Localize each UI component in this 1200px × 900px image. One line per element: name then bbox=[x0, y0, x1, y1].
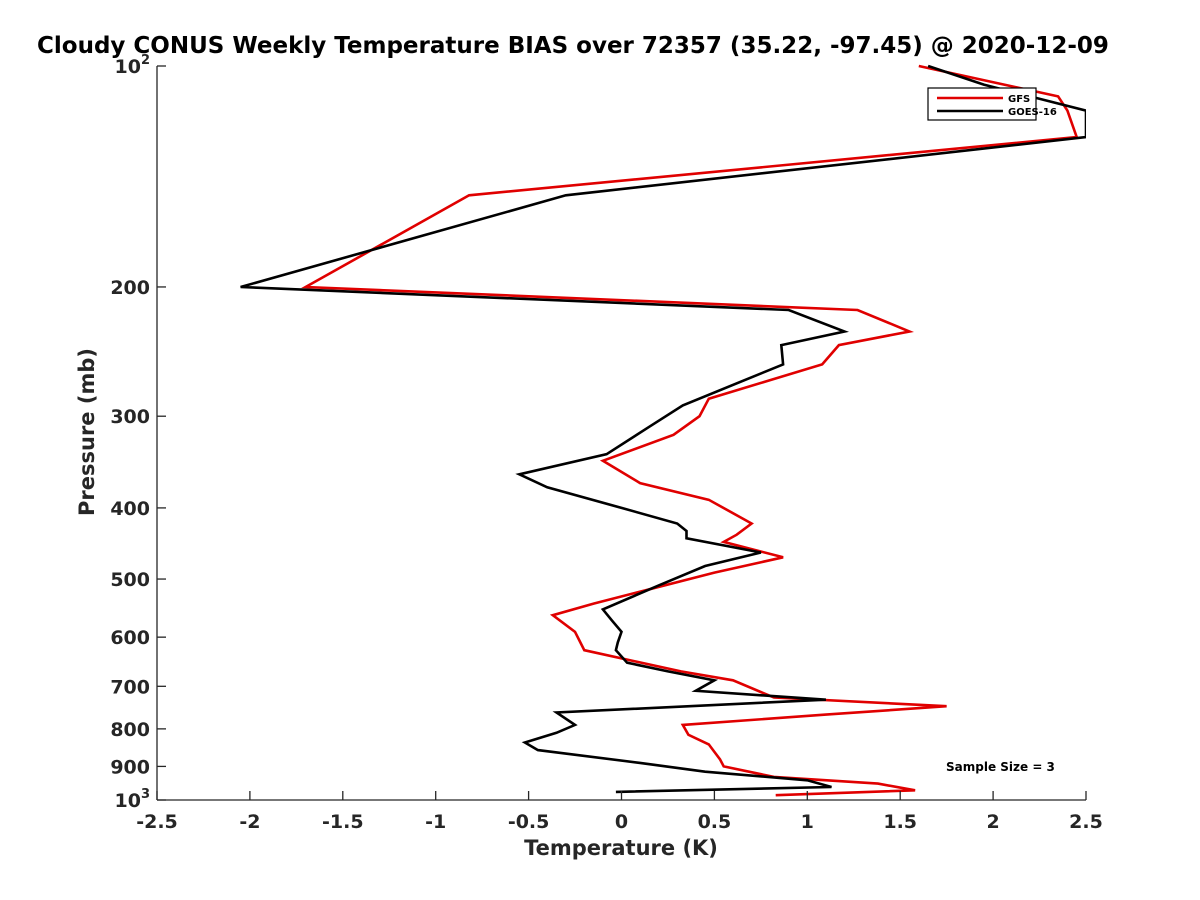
series-layer bbox=[240, 64, 1086, 797]
ticks-layer: -2.5 -2 -1.5 -1 -0.5 0 0.5 1 1.5 2 2.5 102 200 300 400… bbox=[110, 53, 1103, 833]
y-tick-label: 102 bbox=[115, 53, 151, 78]
x-tick-label: -1 bbox=[425, 811, 446, 833]
x-tick-label: 1.5 bbox=[883, 811, 917, 833]
y-tick-label: 600 bbox=[110, 627, 150, 649]
x-tick-label: 1 bbox=[801, 811, 814, 833]
y-tick-label: 700 bbox=[110, 676, 150, 698]
legend-label-gfs: GFS bbox=[1008, 94, 1030, 105]
legend-items: GFS GOES-16 bbox=[937, 94, 1057, 118]
chart-title: Cloudy CONUS Weekly Temperature BIAS ove… bbox=[37, 33, 1109, 59]
legend-label-goes-16: GOES-16 bbox=[1008, 107, 1057, 118]
x-tick-label: -1.5 bbox=[322, 811, 364, 833]
legend-box bbox=[927, 87, 1037, 121]
axes-layer bbox=[156, 66, 1086, 801]
y-tick-label: 300 bbox=[110, 406, 150, 428]
y-tick-label: 900 bbox=[110, 756, 150, 778]
y-tick-label: 800 bbox=[110, 719, 150, 741]
legend: GFS GOES-16 bbox=[927, 87, 1057, 121]
x-tick-label: -2.5 bbox=[136, 811, 178, 833]
x-tick-label: 2.5 bbox=[1069, 811, 1103, 833]
x-tick-label: -0.5 bbox=[508, 811, 550, 833]
x-tick-label: -2 bbox=[239, 811, 260, 833]
x-tick-label: 2 bbox=[986, 811, 999, 833]
series-line-gfs bbox=[300, 64, 1079, 797]
x-tick-label: 0.5 bbox=[698, 811, 732, 833]
y-axis-label: Pressure (mb) bbox=[75, 348, 99, 516]
x-axis-label: Temperature (K) bbox=[524, 836, 718, 860]
y-tick-label: 400 bbox=[110, 498, 150, 520]
sample-size-annotation: Sample Size = 3 bbox=[946, 760, 1055, 774]
y-tick-label: 500 bbox=[110, 569, 150, 591]
x-tick-label: 0 bbox=[615, 811, 628, 833]
series-line-goes-16 bbox=[240, 64, 1086, 794]
y-tick-label: 200 bbox=[110, 277, 150, 299]
y-tick-label: 103 bbox=[115, 787, 151, 812]
